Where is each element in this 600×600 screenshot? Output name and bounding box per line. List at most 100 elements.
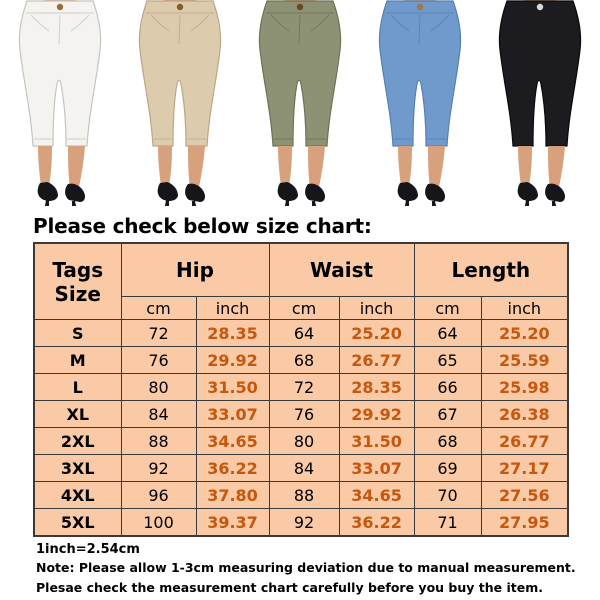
hip-inch-cell: 39.37	[195, 508, 270, 537]
hip-cm-cell: 96	[120, 481, 197, 509]
hip-inch-cell: 33.07	[195, 400, 270, 428]
skin-calves	[158, 146, 205, 187]
waist-inch-cell: 29.92	[338, 400, 415, 428]
length-cm-cell: 66	[413, 373, 482, 401]
length-inch-cell: 25.59	[480, 346, 569, 374]
waist-cm-cell: 88	[268, 481, 340, 509]
size-chart-title: Please check below size chart:	[33, 214, 372, 238]
hip-cm-cell: 100	[120, 508, 197, 537]
header-hip-inch: inch	[195, 296, 270, 320]
hip-inch-cell: 31.50	[195, 373, 270, 401]
waist-cm-cell: 84	[268, 454, 340, 482]
hip-inch-cell: 34.65	[195, 427, 270, 455]
waist-cm-cell: 68	[268, 346, 340, 374]
model-photo-blue-capri	[378, 0, 462, 206]
table-header-unit-row: cm inch cm inch cm inch	[34, 296, 569, 320]
length-inch-cell: 26.38	[480, 400, 569, 428]
capri-pants	[139, 1, 221, 146]
waist-cm-cell: 72	[268, 373, 340, 401]
hip-inch-cell: 28.35	[195, 319, 270, 347]
capri-pants	[259, 1, 341, 146]
waist-inch-cell: 31.50	[338, 427, 415, 455]
capri-pants	[379, 1, 461, 146]
pants-outline	[498, 0, 582, 147]
length-inch-cell: 27.56	[480, 481, 569, 509]
waist-inch-cell: 34.65	[338, 481, 415, 509]
high-heels	[277, 182, 326, 206]
hip-cm-cell: 80	[120, 373, 197, 401]
size-cell: 3XL	[33, 454, 122, 482]
skin-calves	[38, 146, 85, 187]
hip-inch-cell: 29.92	[195, 346, 270, 374]
length-cm-cell: 69	[413, 454, 482, 482]
waist-button	[416, 3, 424, 11]
size-cell: 5XL	[33, 508, 122, 537]
waist-inch-cell: 26.77	[338, 346, 415, 374]
pants-outline	[258, 0, 342, 147]
waist-cm-cell: 92	[268, 508, 340, 537]
pants-seams	[386, 12, 454, 140]
header-length-cm: cm	[413, 296, 482, 320]
length-cm-cell: 71	[413, 508, 482, 537]
header-tags-size: Tags Size	[33, 242, 122, 320]
header-hip: Hip	[120, 242, 270, 297]
size-cell: L	[33, 373, 122, 401]
header-length-inch: inch	[480, 296, 569, 320]
skin-calves	[398, 146, 445, 187]
measurement-note-line1: Note: Please allow 1-3cm measuring devia…	[36, 560, 576, 575]
pants-seams	[266, 12, 334, 140]
header-waist: Waist	[268, 242, 415, 297]
pants-outline	[378, 0, 462, 147]
high-heels	[157, 182, 206, 206]
capri-pants	[499, 1, 581, 146]
length-cm-cell: 68	[413, 427, 482, 455]
table-header-group-row: Tags Size Hip Waist Length	[33, 242, 569, 320]
table-row-l: L 80 31.50 72 28.35 66 25.98	[33, 373, 569, 401]
inch-conversion-note: 1inch=2.54cm	[36, 542, 140, 557]
table-row-2xl: 2XL 88 34.65 80 31.50 68 26.77	[33, 427, 569, 455]
skin-calves	[278, 146, 325, 187]
length-inch-cell: 25.98	[480, 373, 569, 401]
waist-cm-cell: 80	[268, 427, 340, 455]
hip-cm-cell: 76	[120, 346, 197, 374]
waist-inch-cell: 25.20	[338, 319, 415, 347]
size-cell: 4XL	[33, 481, 122, 509]
waist-cm-cell: 76	[268, 400, 340, 428]
model-photo-khaki-capri	[138, 0, 222, 206]
hip-cm-cell: 84	[120, 400, 197, 428]
size-cell: S	[33, 319, 122, 347]
size-cell: M	[33, 346, 122, 374]
header-size-line: Size	[54, 281, 101, 306]
pants-seams	[146, 12, 214, 140]
header-waist-cm: cm	[268, 296, 340, 320]
length-cm-cell: 67	[413, 400, 482, 428]
high-heels	[397, 182, 446, 206]
size-cell: XL	[33, 400, 122, 428]
header-tags-line: Tags	[52, 257, 104, 282]
hip-cm-cell: 72	[120, 319, 197, 347]
table-row-s: S 72 28.35 64 25.20 64 25.20	[33, 319, 569, 347]
capri-pants	[19, 1, 101, 146]
length-cm-cell: 70	[413, 481, 482, 509]
high-heels	[517, 182, 566, 206]
model-photo-olive-capri	[258, 0, 342, 206]
length-cm-cell: 64	[413, 319, 482, 347]
pants-outline	[138, 0, 222, 147]
model-photo-white-capri	[18, 0, 102, 206]
length-inch-cell: 25.20	[480, 319, 569, 347]
model-photo-black-capri	[498, 0, 582, 206]
pants-seams	[26, 12, 94, 140]
size-chart-table: Tags Size Hip Waist Length cm inch cm in…	[33, 242, 570, 537]
length-inch-cell: 26.77	[480, 427, 569, 455]
hip-cm-cell: 92	[120, 454, 197, 482]
waist-button	[56, 3, 64, 11]
pants-outline	[18, 0, 102, 147]
length-cm-cell: 65	[413, 346, 482, 374]
high-heels	[37, 182, 86, 206]
waist-inch-cell: 36.22	[338, 508, 415, 537]
hip-cm-cell: 88	[120, 427, 197, 455]
waist-inch-cell: 28.35	[338, 373, 415, 401]
table-row-3xl: 3XL 92 36.22 84 33.07 69 27.17	[33, 454, 569, 482]
measurement-note-line2: Plesae check the measurement chart caref…	[36, 580, 543, 596]
length-inch-cell: 27.17	[480, 454, 569, 482]
